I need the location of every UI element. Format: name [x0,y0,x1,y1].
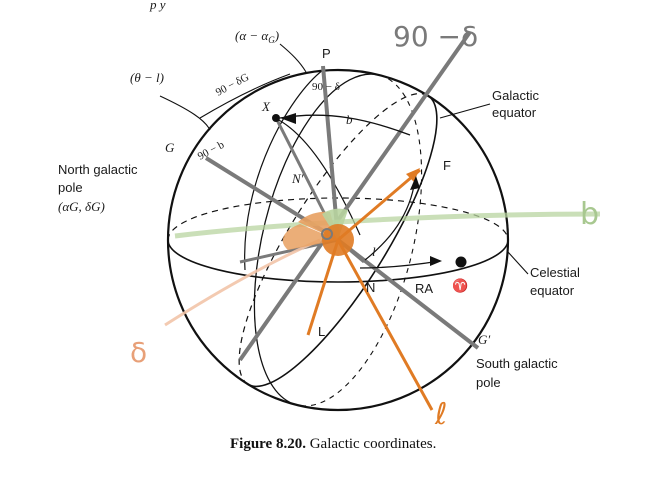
label-l: l [372,244,376,259]
arrow-RA [430,256,442,266]
celestial-equator-back [167,197,509,241]
caption-number: Figure 8.20. [230,436,306,452]
label-alpha-alphaG: (α − αG) [235,28,279,45]
galactic-equator-group [238,93,438,388]
arc-b [279,114,411,136]
label-G: G [165,140,175,155]
meridian-back [296,74,423,407]
label-galactic-equator: equator [492,105,537,120]
label-L: L [318,324,325,339]
galactic-equator-front [247,95,438,388]
label-galactic: Galactic [492,88,539,103]
orange-line-to-l [336,239,434,411]
orange-arrow-F [406,168,420,182]
label-south-pole-2: pole [476,375,501,390]
point-X [272,114,280,122]
great-circle-P-X [244,69,324,271]
alpha-leader [279,43,307,73]
orange-line-to-F [337,168,421,242]
figure-caption: Figure 8.20. Galactic coordinates. [230,436,436,452]
theta-l-leader [159,95,211,131]
label-celestial-equator: equator [530,283,575,298]
point-aries [455,256,467,268]
meridian-front [253,73,380,406]
label-b-hand: b [580,197,599,232]
arrow-l [410,176,420,190]
pole-axis-line [238,30,472,362]
label-theta-l: (θ − l) [130,70,164,85]
center-wedge-bottom [282,224,338,250]
center-origin [321,228,333,240]
label-south-pole-1: South galactic [476,356,558,371]
label-90-deltaG: 90 − δG [214,71,251,98]
meridian-G-group [253,73,423,407]
label-G-prime: G′ [478,332,490,347]
label-X: X [261,99,271,114]
b-highlight-band [174,211,601,239]
arc-90-deltaG [199,73,291,119]
delta-highlight-stroke [164,238,321,327]
arc-l [364,179,416,261]
galactic-equator-leader [439,103,491,119]
orange-line-to-L [306,239,340,336]
label-l-hand: ℓ [434,397,447,432]
celestial-equator-front [167,239,509,283]
label-north-pole-3: (αG, δG) [58,199,105,214]
label-aries: ♈ [452,278,468,293]
header-fragment: p y [149,0,166,12]
label-P: P [322,46,331,61]
celestial-equator-leader [507,251,529,275]
label-90-delta-hand: 90 −δ [393,20,478,53]
label-north-pole-1: North galactic [58,162,138,177]
label-delta-hand: δ [130,336,147,369]
label-F: F [443,158,451,173]
label-b: b [346,112,353,127]
caption-text: Galactic coordinates. [306,436,436,452]
label-north-pole-2: pole [58,180,83,195]
label-N: N [366,280,375,295]
arrow-b [280,113,296,124]
label-N-prime: N′ [291,171,304,186]
label-celestial: Celestial [530,265,580,280]
label-RA: RA [415,281,433,296]
label-90-delta: 90 − δ [312,81,340,93]
